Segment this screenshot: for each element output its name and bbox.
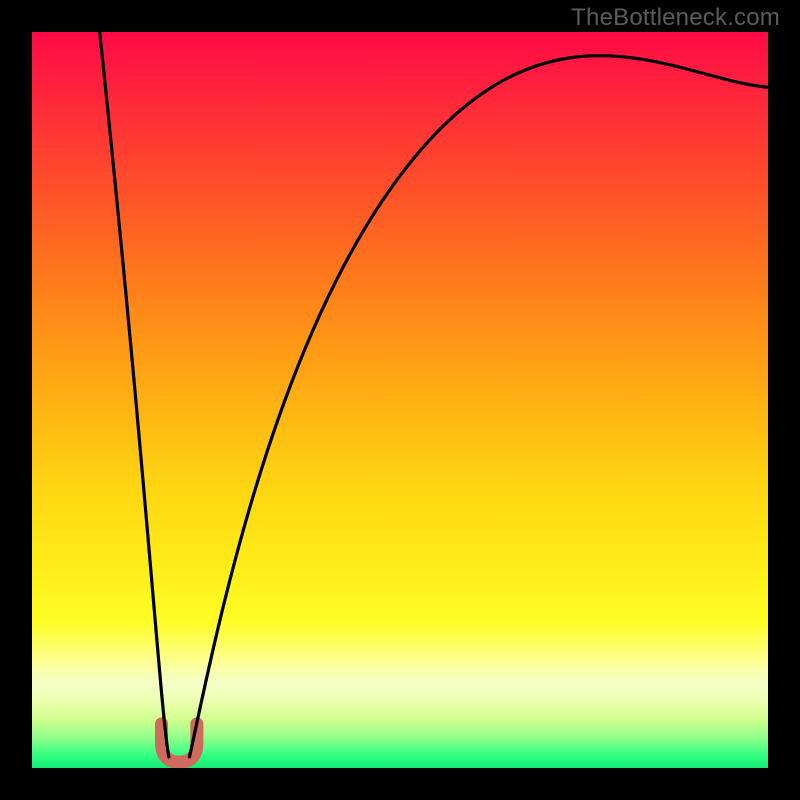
watermark-text: TheBottleneck.com: [571, 4, 780, 32]
plot-area: [32, 32, 768, 768]
bottleneck-curve-left: [100, 32, 169, 757]
curve-layer: [32, 32, 768, 768]
chart-frame: TheBottleneck.com: [0, 0, 800, 800]
bottleneck-curve-right: [190, 56, 768, 757]
